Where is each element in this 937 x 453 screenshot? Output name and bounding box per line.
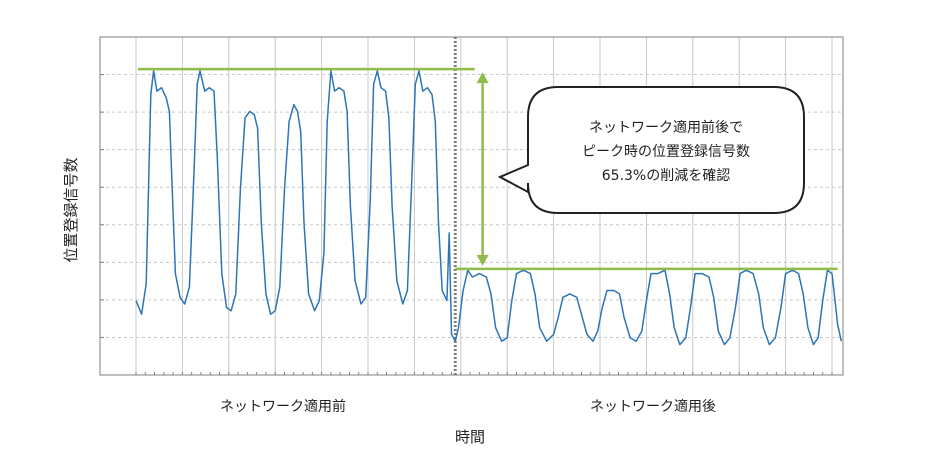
period-label-before: ネットワーク適用前 xyxy=(220,398,346,415)
reduction-arrow xyxy=(476,72,489,266)
x-axis-label: 時間 xyxy=(455,428,485,446)
y-axis-label: 位置登録信号数 xyxy=(62,157,80,262)
series-line-after xyxy=(454,269,843,346)
series-line-before xyxy=(135,70,456,342)
plot-frame xyxy=(99,36,844,376)
annotation-line-2: ピーク時の位置登録信号数 xyxy=(582,144,750,160)
annotation-line-1: ネットワーク適用前後で xyxy=(589,119,743,136)
annotation-line-3: 65.3%の削減を確認 xyxy=(602,167,730,184)
x-ticks xyxy=(100,74,833,375)
period-label-after: ネットワーク適用後 xyxy=(590,398,716,415)
annotation-callout xyxy=(497,86,805,214)
